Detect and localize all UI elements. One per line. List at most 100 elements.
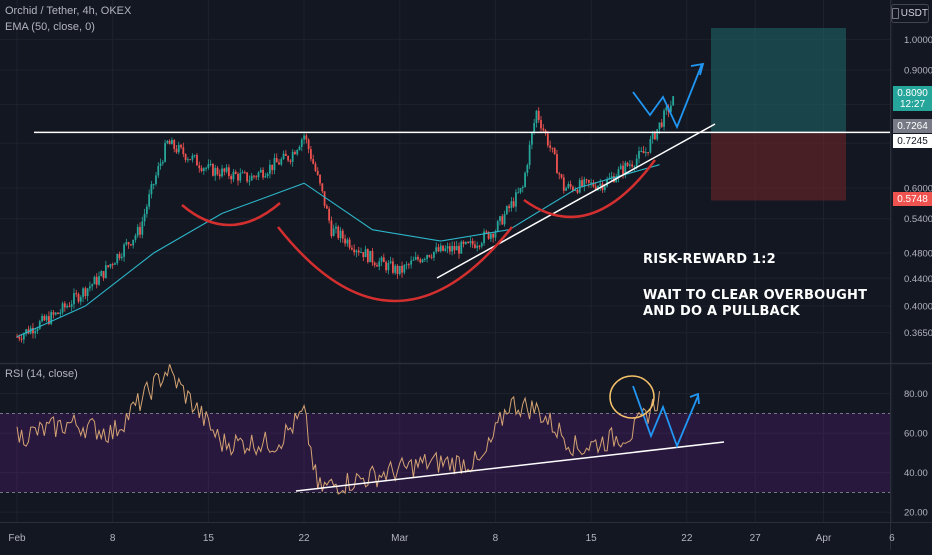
rsi-axis[interactable]: 80.00 60.00 40.00 20.00 [904, 389, 928, 519]
candle-body [421, 259, 424, 263]
symbol-title[interactable]: Orchid / Tether, 4h, OKEX [5, 5, 132, 17]
candle-body [303, 135, 305, 140]
candle-body [592, 182, 595, 187]
candle-body [253, 175, 255, 177]
right-shoulder-curve[interactable] [523, 159, 657, 219]
candle-body [237, 173, 239, 181]
candle-body [574, 189, 577, 191]
price-projection-path[interactable] [632, 63, 703, 130]
candle-body [337, 226, 340, 238]
candle-body [407, 264, 410, 266]
price-tick-label: 0.6000 [904, 184, 932, 195]
candle-body [549, 145, 552, 148]
candle-body [508, 206, 511, 208]
candle-body [669, 105, 672, 112]
candle-body [403, 265, 406, 273]
cup-curve[interactable] [277, 226, 513, 303]
candle-body [437, 247, 440, 252]
entry-level-badge: 0.7245 [893, 134, 932, 148]
candle-body [287, 155, 290, 161]
candle-body [483, 231, 485, 244]
candle-body [79, 297, 82, 302]
candle-body [104, 265, 107, 278]
candle-body [16, 336, 18, 338]
candle-body [519, 187, 522, 193]
candle-body [218, 174, 221, 177]
candle-body [578, 180, 581, 193]
candle-body [346, 239, 349, 244]
candle-body [382, 257, 385, 263]
candle-body [576, 189, 579, 193]
candle-body [364, 249, 367, 258]
rsi-tick-label: 20.00 [904, 508, 928, 519]
candle-body [510, 201, 513, 208]
ascending-trendline[interactable] [436, 123, 716, 279]
candle-body [660, 122, 663, 127]
candle-body [275, 158, 278, 163]
annotation-overbought[interactable]: WAIT TO CLEAR OVERBOUGHT [643, 288, 868, 303]
candle-body [392, 261, 394, 273]
candle-body [314, 163, 317, 171]
overbought-circle[interactable] [609, 375, 655, 419]
candle-body [572, 186, 574, 191]
price-projection-arrowhead[interactable] [690, 62, 705, 76]
candle-body [255, 176, 258, 178]
annotation-pullback[interactable]: AND DO A PULLBACK [643, 304, 800, 319]
candle-body [157, 165, 160, 176]
candle-body [494, 231, 497, 238]
candle-body [70, 304, 73, 307]
bar-countdown: 12:27 [899, 98, 926, 110]
candle-body [75, 293, 78, 295]
annotation-risk-reward[interactable]: RISK-REWARD 1:2 [643, 252, 776, 267]
candle-body [423, 258, 426, 260]
candle-body [111, 264, 114, 266]
stop-zone[interactable] [711, 132, 846, 201]
candle-body [553, 148, 556, 155]
target-zone[interactable] [711, 27, 846, 133]
currency-button[interactable]: USDT [891, 4, 929, 23]
candle-body [341, 230, 344, 239]
rsi-projection-path[interactable] [632, 385, 699, 449]
candle-body [84, 288, 87, 297]
candle-body [282, 153, 285, 160]
left-shoulder-curve[interactable] [181, 202, 281, 227]
candle-body [428, 255, 431, 257]
candle-body [478, 245, 481, 247]
candle-body [57, 312, 59, 315]
current-price-badge: 0.8090 12:27 [893, 86, 932, 111]
candle-body [562, 177, 565, 191]
candle-body [613, 176, 615, 183]
candle-body [171, 140, 173, 145]
candle-body [524, 172, 526, 187]
candle-body [619, 165, 622, 170]
rsi-trendline[interactable] [295, 441, 725, 492]
drawings[interactable] [34, 62, 890, 492]
candle-body [385, 262, 387, 271]
candle-body [353, 249, 356, 253]
candle-body [480, 243, 483, 247]
candle-body [351, 247, 353, 250]
candle-body [328, 208, 331, 221]
candle-body [360, 251, 362, 253]
ema-legend[interactable]: EMA (50, close, 0) [5, 21, 95, 33]
candle-body [161, 161, 164, 164]
candle-body [91, 284, 94, 287]
candle-body [426, 255, 428, 259]
candle-body [266, 173, 269, 177]
candle-body [50, 312, 53, 324]
candle-body [98, 276, 100, 285]
candle-body [278, 162, 280, 165]
rsi-legend[interactable]: RSI (14, close) [5, 368, 78, 380]
price-tick-label: 0.4800 [904, 248, 932, 259]
candle-body [268, 164, 271, 174]
time-axis[interactable]: Feb 8 15 22 Mar 8 15 22 27 Apr 6 [8, 533, 895, 544]
candle-body [66, 305, 69, 308]
candle-body [316, 170, 319, 175]
candle-body [136, 226, 139, 236]
candle-body [230, 176, 233, 180]
candle-body [34, 331, 37, 334]
candle-body [243, 172, 246, 174]
rsi-projection-arrowhead[interactable] [689, 392, 700, 405]
